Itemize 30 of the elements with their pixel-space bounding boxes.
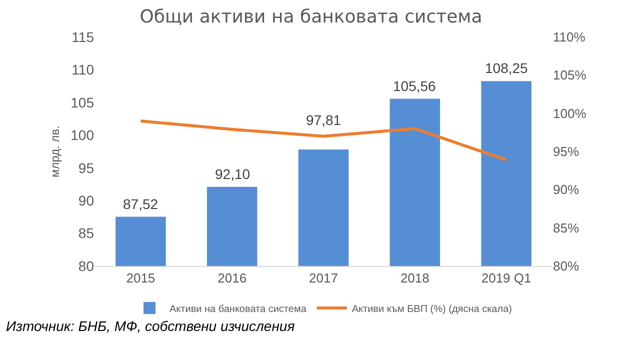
x-tick-label: 2017 (309, 270, 338, 286)
y2-tick-label: 85% (553, 220, 580, 236)
y-tick-label: 80 (78, 258, 94, 274)
y-axis-title: млрд. лв. (48, 125, 62, 178)
y-tick-label: 90 (78, 192, 94, 208)
x-tick-label: 2015 (126, 270, 156, 286)
y-tick-label: 110 (72, 62, 94, 78)
data-label: 108,25 (485, 60, 528, 76)
x-tick-label: 2016 (218, 270, 247, 286)
x-tick-label: 2018 (400, 270, 430, 286)
data-label: 92,10 (215, 166, 250, 182)
y-tick-label: 100 (70, 127, 94, 144)
y2-tick-label: 105% (553, 68, 587, 83)
y-tick-label: 105 (70, 94, 94, 110)
legend-label: Активи на банковата система (170, 304, 307, 315)
y2-tick-label: 80% (553, 258, 580, 274)
x-tick-label: 2019 Q1 (481, 270, 532, 286)
chart-title: Общи активи на банковата система (140, 6, 482, 28)
data-label: 105,56 (393, 78, 436, 94)
y-tick-label: 95 (78, 160, 94, 176)
y-tick-label: 115 (72, 28, 94, 45)
y2-tick-label: 95% (553, 144, 580, 160)
y-tick-label: 85 (78, 225, 94, 242)
y2-tick-label: 110% (553, 30, 586, 45)
y2-tick-label: 100% (553, 106, 587, 121)
legend-label: Активи към БВП (%) (дясна скала) (352, 304, 512, 315)
data-label: 87,52 (123, 196, 158, 212)
text: Източник: БНБ, МФ, собствени изчисления (6, 318, 296, 334)
y2-tick-label: 90% (553, 182, 580, 198)
data-label: 97,81 (306, 112, 342, 128)
